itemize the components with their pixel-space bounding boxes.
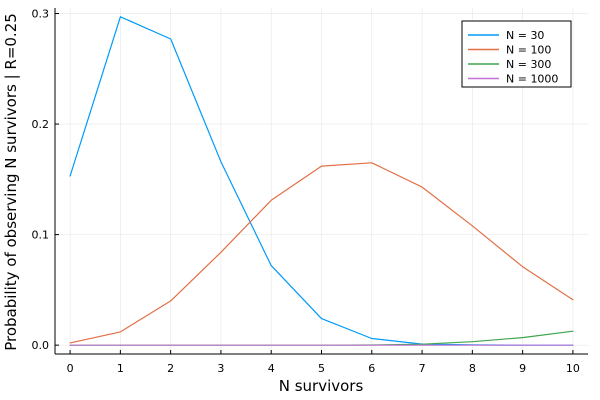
- legend-label-2: N = 100: [506, 44, 551, 57]
- x-tick-label: 10: [566, 362, 580, 375]
- x-tick-label: 3: [217, 362, 224, 375]
- y-tick-label: 0.3: [32, 8, 50, 21]
- x-tick-label: 0: [67, 362, 74, 375]
- x-tick-label: 4: [268, 362, 275, 375]
- y-tick-label: 0.0: [32, 339, 50, 352]
- x-tick-label: 1: [117, 362, 124, 375]
- y-tick-label: 0.1: [32, 229, 50, 242]
- series-lines: [69, 16, 574, 346]
- legend-label-3: N = 300: [506, 58, 551, 71]
- y-axis-title: Probability of observing N survivors | R…: [2, 13, 20, 351]
- series-line-2: [69, 162, 574, 344]
- x-tick-label: 2: [167, 362, 174, 375]
- x-tick-label: 5: [318, 362, 325, 375]
- x-axis-title: N survivors: [279, 377, 364, 395]
- legend-box: [461, 20, 572, 88]
- x-tick-label: 7: [419, 362, 426, 375]
- x-tick-label: 9: [519, 362, 526, 375]
- ticks: 0 1 2 3 4 5 6 7 8 9 10 0.0 0.1 0.2 0.3: [32, 8, 580, 375]
- x-tick-label: 8: [469, 362, 476, 375]
- y-tick-label: 0.2: [32, 118, 50, 131]
- legend-label-1: N = 30: [506, 29, 544, 42]
- x-tick-label: 6: [368, 362, 375, 375]
- legend-label-4: N = 1000: [506, 73, 558, 86]
